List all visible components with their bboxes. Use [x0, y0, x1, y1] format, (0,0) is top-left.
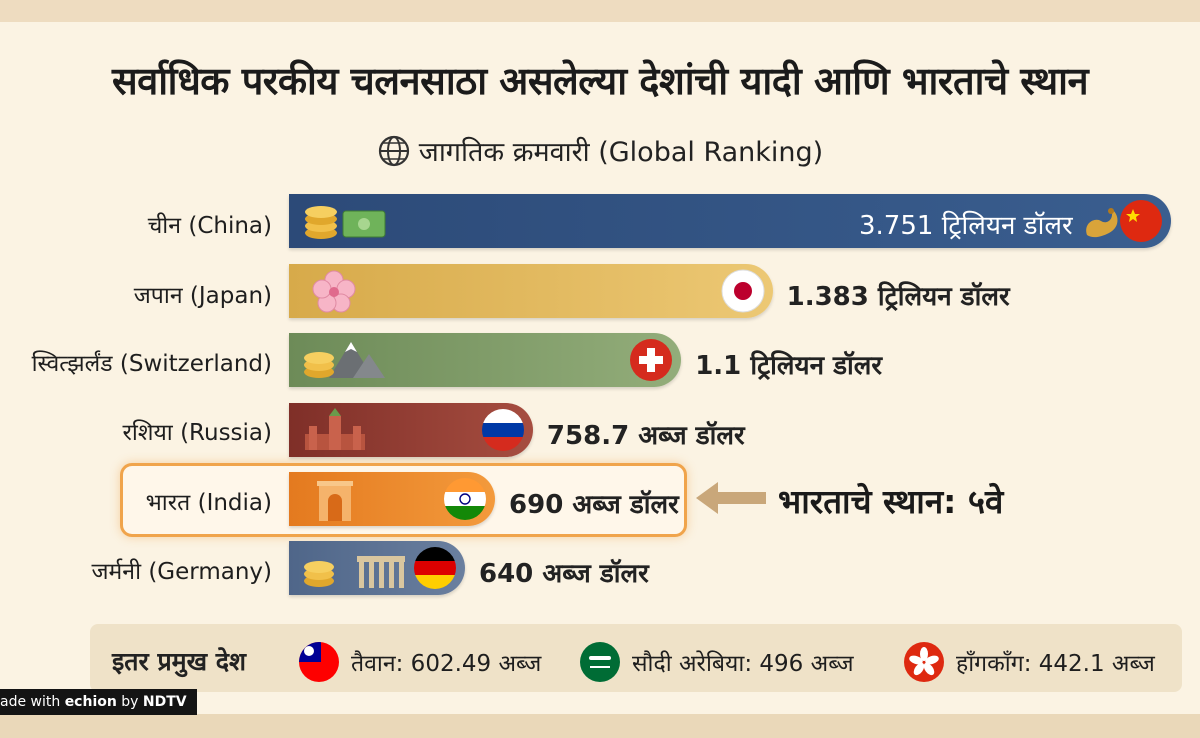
bar-switzerland: [289, 333, 682, 387]
bar-japan: [289, 264, 773, 318]
dragon-icon: [1086, 208, 1118, 238]
subtitle-text: जागतिक क्रमवारी (Global Ranking): [418, 137, 824, 168]
india-rank-note: भारताचे स्थान: ५वे: [778, 482, 1004, 521]
coins-brandenburg-gate-icon: [304, 556, 405, 588]
category-label-japan: जपान (Japan): [133, 283, 272, 309]
watermark-org: NDTV: [142, 694, 187, 710]
value-label-germany: 640 अब्ज डॉलर: [479, 559, 649, 589]
value-label-russia: 758.7 अब्ज डॉलर: [546, 421, 745, 451]
japan-flag-icon: [721, 269, 765, 313]
category-label-russia: रशिया (Russia): [122, 420, 272, 446]
watermark-brand: echion: [64, 694, 117, 710]
hongkong-flag-icon: [904, 642, 944, 682]
value-label-japan: 1.383 ट्रिलियन डॉलर: [786, 282, 1010, 312]
bottom-strip: [0, 714, 1200, 738]
bar-china: [289, 194, 1171, 248]
top-strip: [0, 0, 1200, 22]
taiwan-flag-icon: [299, 642, 339, 682]
coins-cash-icon: [305, 206, 386, 239]
china-flag-icon: [1120, 200, 1162, 242]
watermark-prefix: ade with: [0, 694, 65, 710]
globe-icon: [378, 135, 409, 167]
other-countries-panel: [90, 624, 1182, 692]
india-flag-icon: [444, 478, 486, 520]
germany-flag-icon: [414, 547, 456, 589]
other-countries-title: इतर प्रमुख देश: [112, 647, 247, 676]
chart-title: सर्वाधिक परकीय चलनसाठा असलेल्या देशांची …: [111, 59, 1089, 103]
india-gate-icon: [317, 481, 353, 521]
category-label-germany: जर्मनी (Germany): [91, 559, 272, 585]
value-label-switzerland: 1.1 ट्रिलियन डॉलर: [695, 351, 882, 381]
bar-india: [289, 472, 495, 526]
category-label-india: भारत (India): [145, 490, 272, 516]
switzerland-flag-icon: [630, 339, 673, 381]
category-label-switzerland: स्वित्झर्लंड (Switzerland): [31, 351, 272, 377]
other-label-hongkong: हाँगकाँग: 442.1 अब्ज: [956, 651, 1155, 677]
saudi-flag-icon: [580, 642, 620, 682]
chart-subtitle: जागतिक क्रमवारी (Global Ranking): [0, 132, 1200, 169]
mountain-coins-icon: [304, 342, 385, 378]
watermark: ade with echion by NDTV: [0, 689, 197, 715]
other-label-taiwan: तैवान: 602.49 अब्ज: [351, 651, 542, 677]
value-label-china: 3.751 ट्रिलियन डॉलर: [859, 211, 1073, 241]
russia-flag-icon: [481, 409, 524, 451]
cherry-blossom-icon: [312, 270, 356, 313]
rank-arrow-icon: [696, 482, 766, 514]
bar-russia: [289, 403, 533, 457]
bar-germany: [289, 541, 465, 595]
value-label-india: 690 अब्ज डॉलर: [509, 490, 679, 520]
other-label-saudi: सौदी अरेबिया: 496 अब्ज: [632, 651, 854, 677]
category-label-china: चीन (China): [147, 213, 272, 239]
watermark-by: by: [116, 694, 143, 710]
kremlin-icon: [305, 408, 365, 450]
